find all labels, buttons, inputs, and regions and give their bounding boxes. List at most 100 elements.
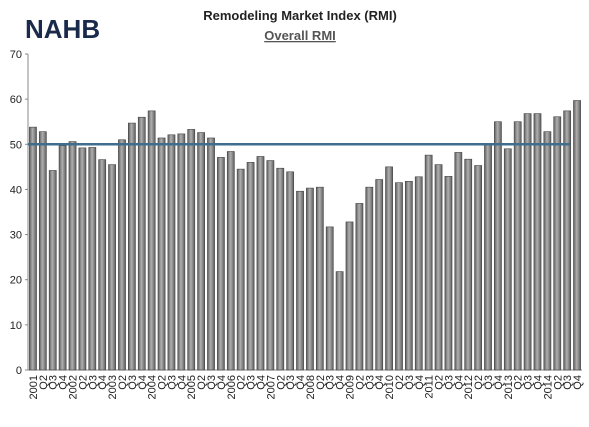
- x-tick-label: 2013: [503, 375, 515, 399]
- bar: [29, 126, 37, 371]
- x-tick-label: Q4: [137, 375, 149, 390]
- x-tick-label: 2007: [265, 375, 277, 399]
- x-tick-label: Q2: [394, 375, 406, 390]
- x-tick-label: Q3: [523, 375, 535, 390]
- bar: [434, 164, 443, 371]
- y-tick-label: 50: [10, 139, 22, 151]
- bar: [375, 179, 384, 371]
- bar: [108, 164, 116, 371]
- x-tick-label: 2006: [226, 375, 238, 399]
- x-tick-label: Q4: [414, 375, 426, 390]
- bar: [296, 190, 304, 371]
- bar: [88, 147, 97, 371]
- x-tick-label: Q4: [295, 375, 307, 390]
- x-tick-label: Q3: [404, 375, 416, 390]
- bar: [513, 121, 522, 371]
- chart-title: Remodeling Market Index (RMI): [203, 8, 397, 23]
- bar: [256, 156, 265, 371]
- x-tick-label: Q2: [315, 375, 327, 390]
- x-tick-label: Q3: [325, 375, 337, 390]
- bar: [167, 134, 176, 371]
- bar: [207, 137, 215, 371]
- x-tick-label: 2002: [68, 375, 80, 399]
- x-tick-label: Q3: [87, 375, 99, 390]
- bar: [464, 158, 473, 371]
- x-tick-label: 2004: [147, 375, 159, 399]
- bar: [315, 186, 324, 371]
- bar: [503, 148, 512, 371]
- y-tick-label: 30: [10, 230, 22, 242]
- bar: [553, 116, 562, 371]
- x-tick-label: Q3: [483, 375, 495, 390]
- x-tick-label: Q2: [473, 375, 485, 390]
- y-tick-label: 40: [10, 184, 22, 196]
- x-tick-label: Q2: [236, 375, 248, 390]
- bar: [523, 113, 532, 371]
- bar: [286, 171, 295, 371]
- x-tick-label: Q4: [255, 375, 267, 390]
- bar: [533, 113, 542, 371]
- x-tick-label: Q3: [48, 375, 60, 390]
- x-tick-label: 2003: [107, 375, 119, 399]
- x-tick-label: Q2: [117, 375, 129, 390]
- bar: [395, 182, 403, 371]
- bar: [543, 131, 552, 371]
- bar: [494, 121, 502, 371]
- bar: [217, 157, 225, 371]
- y-tick-label: 60: [10, 94, 22, 106]
- x-tick-label: Q4: [58, 375, 70, 390]
- x-tick-label: Q3: [127, 375, 139, 390]
- x-tick-label: 2009: [345, 375, 357, 399]
- x-tick-label: Q4: [572, 375, 584, 390]
- bar: [48, 170, 57, 371]
- x-tick-label: Q3: [166, 375, 178, 390]
- bar: [345, 221, 354, 371]
- y-tick-label: 20: [10, 275, 22, 287]
- bar: [137, 116, 146, 371]
- x-tick-label: Q2: [77, 375, 89, 390]
- bar: [474, 165, 482, 371]
- x-tick-label: 2014: [542, 375, 554, 399]
- bar: [226, 151, 235, 371]
- x-tick-label: Q3: [562, 375, 574, 390]
- bar: [147, 110, 156, 371]
- x-tick-label: Q2: [157, 375, 169, 390]
- bar: [266, 160, 275, 371]
- x-tick-label: Q2: [552, 375, 564, 390]
- x-tick-label: 2010: [384, 375, 396, 399]
- x-tick-label: Q4: [335, 375, 347, 390]
- bar: [424, 154, 433, 371]
- bar: [454, 152, 463, 371]
- bar: [68, 141, 77, 371]
- bar: [118, 139, 126, 371]
- bar: [365, 186, 374, 371]
- bar: [58, 145, 67, 371]
- bar: [38, 131, 47, 371]
- x-tick-label: Q4: [176, 375, 188, 390]
- bar: [444, 176, 453, 371]
- x-tick-label: Q3: [285, 375, 297, 390]
- x-tick-label: Q2: [38, 375, 50, 390]
- x-tick-label: 2011: [424, 375, 436, 399]
- x-tick-label: Q4: [216, 375, 228, 390]
- x-tick-label: 2005: [186, 375, 198, 399]
- bar: [355, 203, 364, 371]
- x-tick-label: Q4: [453, 375, 465, 390]
- bar: [325, 226, 334, 371]
- logo: NAHB: [25, 14, 100, 44]
- x-tick-label: Q3: [364, 375, 376, 390]
- bar: [98, 159, 107, 371]
- x-tick-label: Q2: [513, 375, 525, 390]
- bar: [335, 271, 344, 371]
- x-tick-label: Q4: [493, 375, 505, 390]
- bar: [78, 147, 87, 371]
- x-tick-label: Q2: [434, 375, 446, 390]
- chart-subtitle: Overall RMI: [264, 28, 336, 43]
- x-tick-label: Q2: [196, 375, 208, 390]
- x-tick-label: Q3: [206, 375, 218, 390]
- x-tick-label: 2001: [28, 375, 40, 399]
- x-tick-label: Q4: [97, 375, 109, 390]
- x-tick-label: 2012: [463, 375, 475, 399]
- x-tick-label: Q4: [532, 375, 544, 390]
